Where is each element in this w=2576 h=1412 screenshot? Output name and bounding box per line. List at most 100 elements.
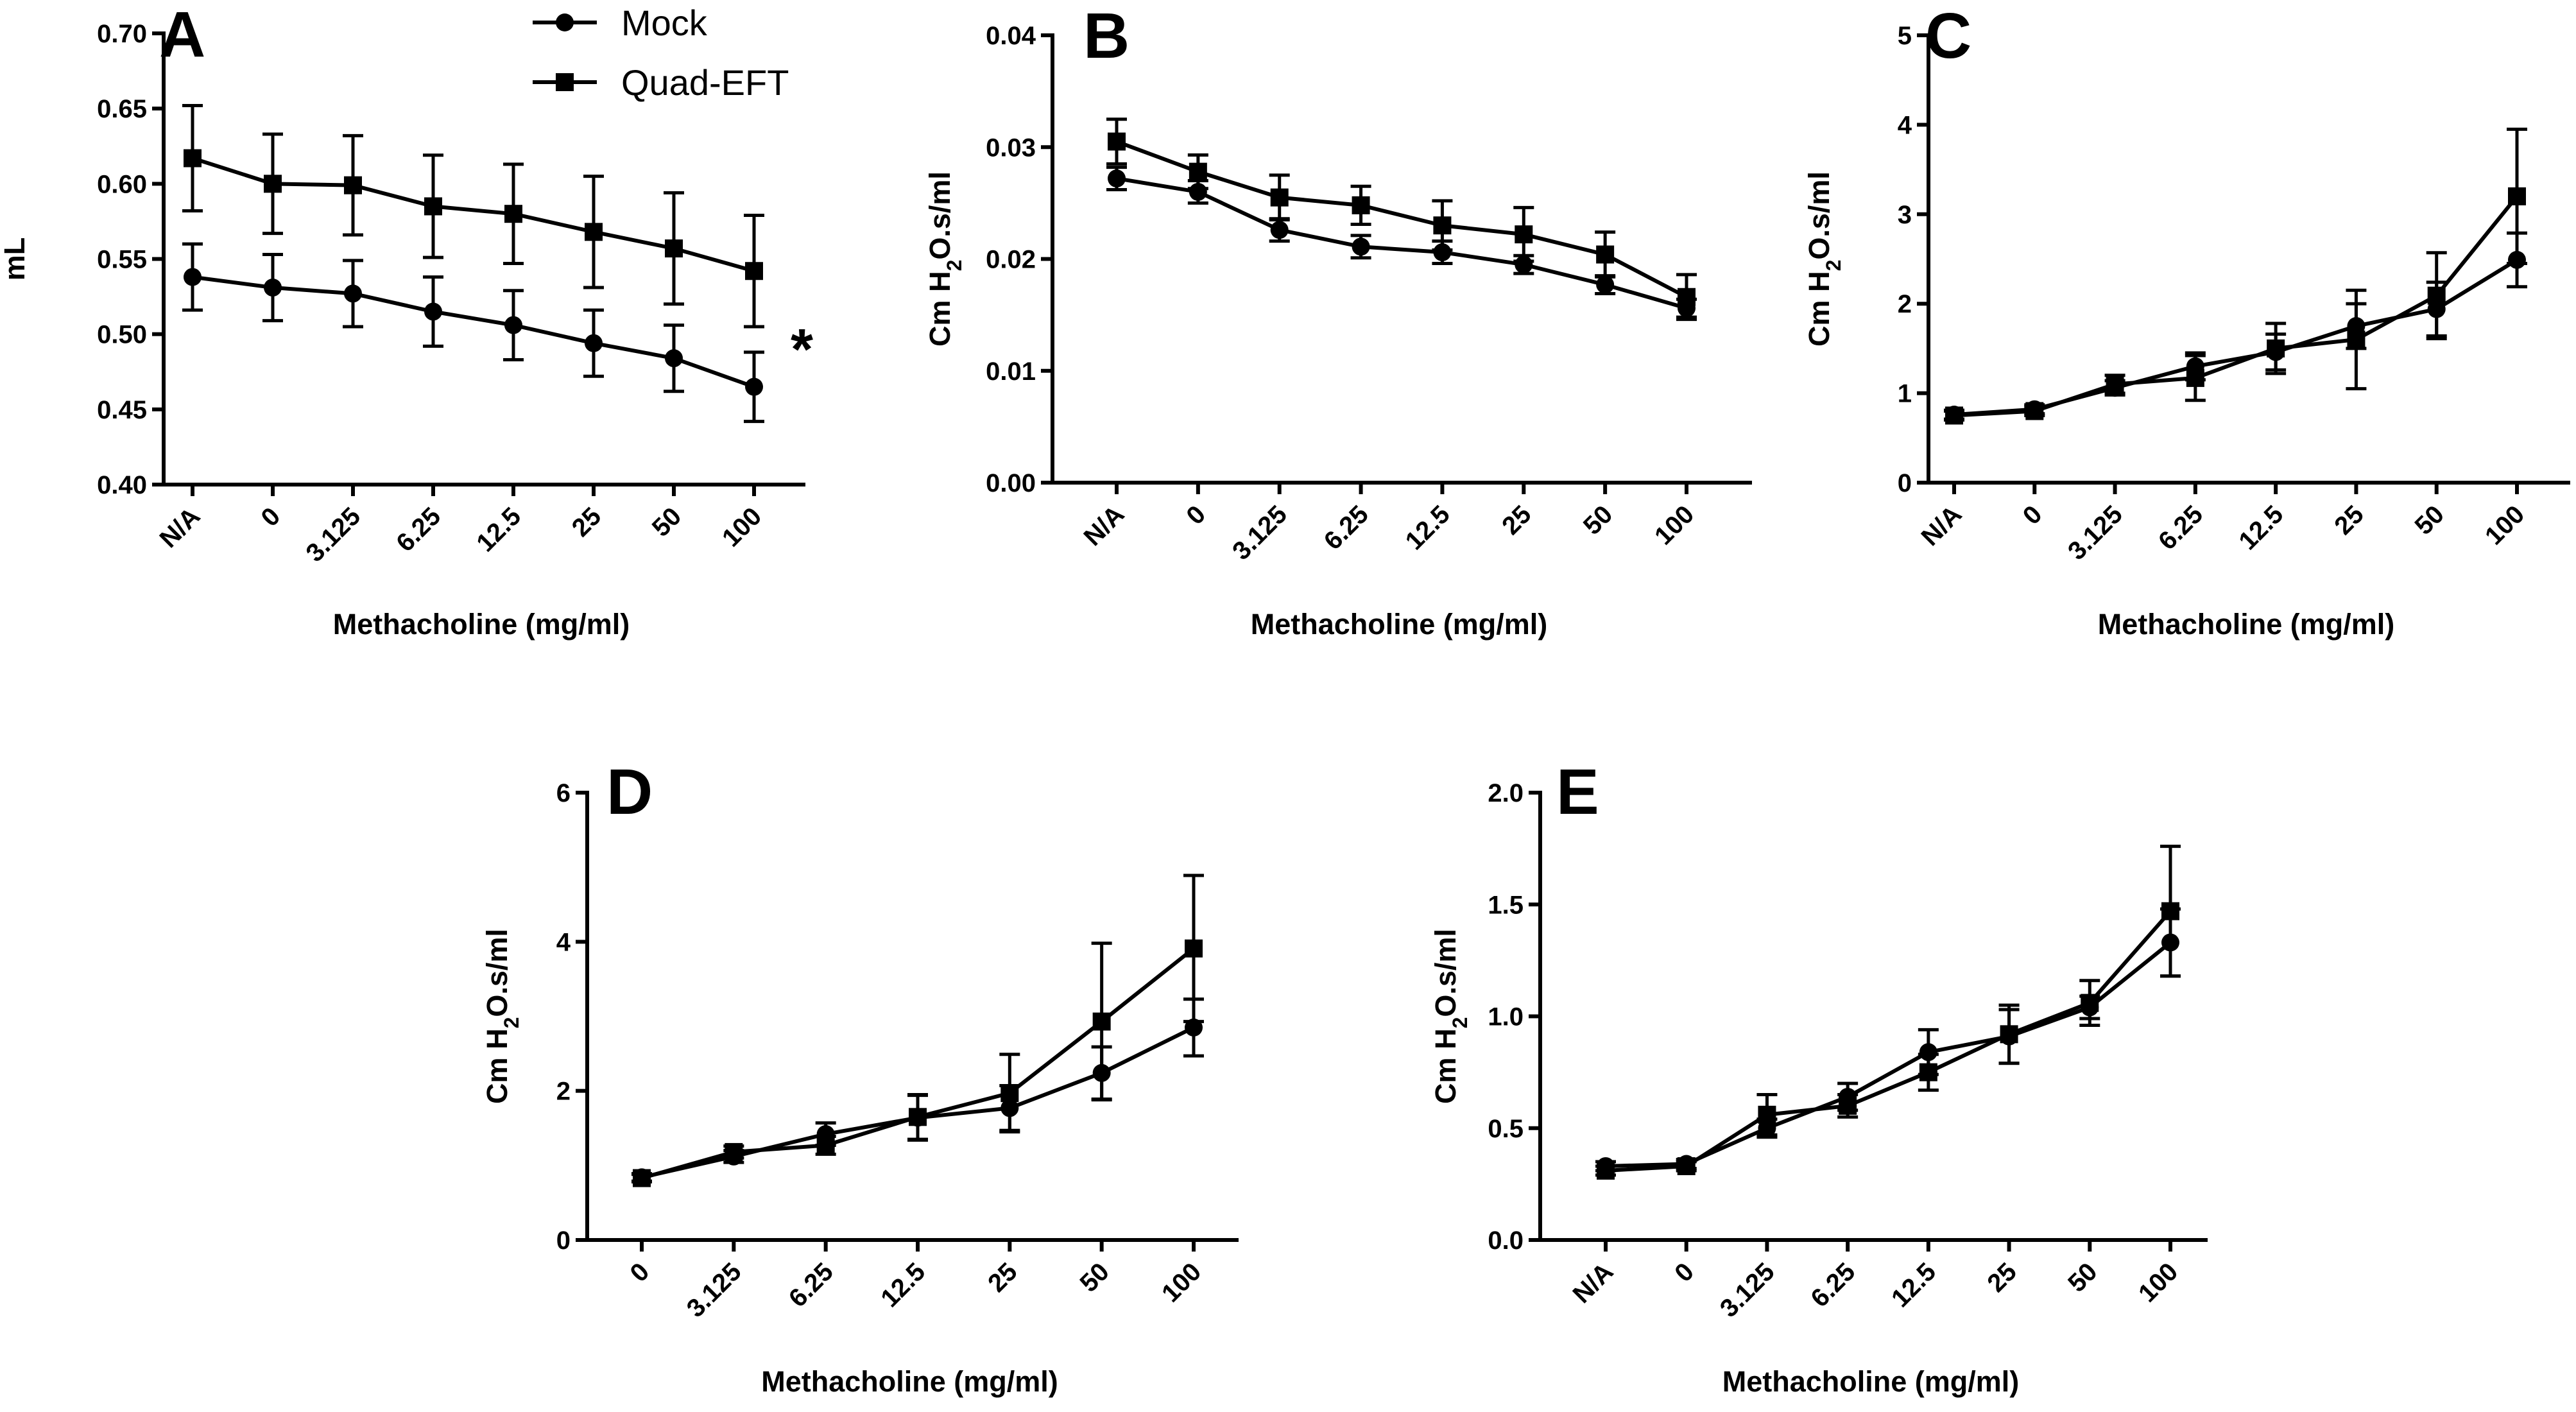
y-tick-label: 0 — [1898, 469, 1912, 497]
x-tick-label: 3.125 — [1227, 500, 1292, 565]
y-tick-label: 5 — [1898, 22, 1912, 50]
data-point — [665, 349, 683, 368]
data-point — [1092, 1012, 1111, 1031]
data-point — [633, 1169, 651, 1187]
x-tick-label: 6.25 — [2153, 500, 2208, 555]
x-tick-label: 3.125 — [2063, 500, 2128, 565]
data-point — [504, 205, 522, 223]
data-point — [1515, 225, 1533, 244]
data-point — [1596, 275, 1615, 294]
data-point — [1270, 221, 1289, 239]
data-point — [1185, 939, 1203, 958]
data-point — [2081, 994, 2099, 1012]
panel-letter: C — [1925, 0, 1971, 72]
series-line — [192, 275, 755, 389]
data-point — [1596, 245, 1615, 264]
x-axis-label: Methacholine (mg/ml) — [2098, 608, 2395, 641]
y-axis-label: Cm H2O.s/ml — [1803, 171, 1845, 347]
series-mock — [1595, 907, 2181, 1175]
x-tick-label: 25 — [2329, 500, 2369, 540]
panel-letter: D — [606, 756, 653, 828]
x-axis-label: Methacholine (mg/ml) — [1251, 608, 1548, 641]
data-point — [264, 175, 282, 193]
y-tick-label: 0.5 — [1488, 1115, 1524, 1143]
x-tick-label: 100 — [717, 502, 767, 552]
x-tick-label: N/A — [1916, 500, 1968, 551]
y-axis-label: mL — [0, 237, 31, 281]
data-point — [1919, 1043, 1937, 1062]
legend-marker — [556, 13, 574, 31]
legend-marker — [556, 73, 574, 91]
data-point — [2186, 368, 2204, 387]
data-point — [1433, 243, 1452, 262]
x-tick-label: 50 — [1074, 1257, 1115, 1298]
y-tick-label: 6 — [556, 779, 571, 807]
x-tick-label: 0 — [256, 502, 286, 532]
legend-entry: Quad-EFT — [621, 62, 789, 103]
x-tick-label: 0 — [625, 1257, 655, 1287]
x-axis-label: Methacholine (mg/ml) — [333, 608, 630, 641]
data-point — [424, 197, 442, 216]
data-point — [816, 1136, 835, 1155]
y-tick-label: 0.00 — [986, 469, 1036, 497]
x-tick-label: N/A — [1568, 1257, 1619, 1309]
x-tick-label: N/A — [155, 502, 206, 553]
data-point — [1919, 1063, 1937, 1081]
panel-letter: A — [159, 0, 205, 71]
data-point — [344, 176, 362, 194]
x-axis-label: Methacholine (mg/ml) — [1722, 1365, 2020, 1398]
y-tick-label: 0.02 — [986, 246, 1036, 274]
series-quad-eft — [631, 874, 1204, 1187]
x-tick-label: 0 — [2018, 500, 2048, 530]
series-quad-eft — [1944, 127, 2527, 425]
series-line — [1115, 139, 1688, 299]
y-tick-label: 4 — [556, 928, 571, 956]
data-point — [1678, 288, 1696, 306]
x-tick-label: 6.25 — [1805, 1257, 1860, 1313]
y-tick-label: 0.04 — [986, 22, 1036, 50]
x-tick-label: 0 — [1669, 1257, 1699, 1287]
x-tick-label: 50 — [2063, 1257, 2103, 1298]
x-tick-label: 25 — [1982, 1257, 2022, 1298]
data-point — [1839, 1096, 1857, 1115]
panel-letter: E — [1556, 756, 1599, 828]
chart-panel-e: 0.0 0.5 1.0 1.5 2.0 N/A 0 3.125 6.25 12.5 25 50 100 M… — [1429, 756, 2208, 1398]
significance-annotation: * — [791, 318, 813, 382]
y-tick-label: 3 — [1898, 201, 1912, 229]
y-tick-label: 1.0 — [1488, 1003, 1524, 1031]
data-point — [1000, 1084, 1019, 1103]
data-point — [1108, 132, 1126, 151]
x-tick-label: 25 — [983, 1257, 1023, 1298]
data-point — [585, 223, 603, 241]
data-point — [2267, 339, 2285, 357]
data-point — [2161, 902, 2179, 920]
y-axis-label: Cm H2O.s/ml — [481, 929, 523, 1104]
x-tick-label: N/A — [1079, 500, 1130, 551]
x-tick-label: 6.25 — [391, 502, 446, 557]
series-mock — [1944, 231, 2527, 424]
x-tick-label: 3.125 — [300, 502, 366, 567]
y-axis-label: Cm H2O.s/ml — [923, 171, 966, 347]
x-tick-label: 100 — [1156, 1257, 1206, 1307]
y-tick-label: 2 — [556, 1078, 571, 1106]
y-tick-label: 0.55 — [97, 246, 147, 274]
chart-panel-d: 0 2 4 6 0 3.125 6.25 12.5 25 50 100 Methacholine (m… — [481, 756, 1239, 1398]
data-point — [504, 316, 522, 334]
x-tick-label: 6.25 — [784, 1257, 839, 1313]
data-point — [2347, 330, 2366, 349]
data-point — [1758, 1105, 1776, 1124]
x-tick-label: 3.125 — [1715, 1257, 1780, 1323]
y-tick-label: 0.70 — [97, 20, 147, 48]
data-point — [1352, 196, 1370, 214]
data-point — [1352, 237, 1370, 256]
series-mock — [182, 242, 764, 424]
data-point — [264, 279, 282, 297]
legend: Mock Quad-EFT — [533, 3, 789, 103]
x-tick-label: 3.125 — [682, 1257, 747, 1323]
data-point — [1108, 169, 1126, 188]
data-point — [1433, 216, 1452, 235]
x-tick-label: 25 — [1497, 500, 1537, 540]
x-tick-label: 0 — [1181, 500, 1211, 530]
x-tick-label: 100 — [2480, 500, 2530, 550]
